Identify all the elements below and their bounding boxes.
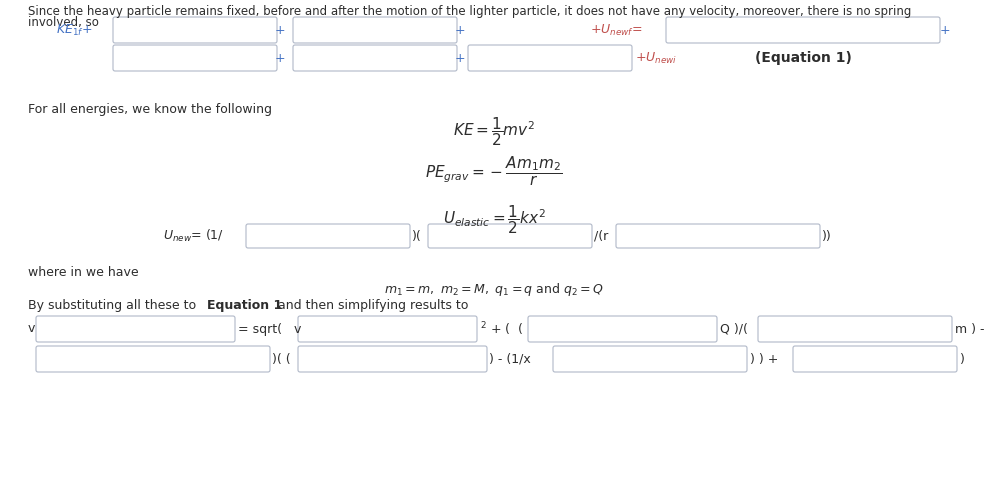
Text: m ) -: m ) -	[955, 322, 984, 336]
Text: +: +	[940, 24, 950, 37]
FancyBboxPatch shape	[293, 45, 457, 71]
Text: $m_1 = m,\ m_2 = M,\ q_1 = q\ \mathrm{and}\ q_2 = Q$: $m_1 = m,\ m_2 = M,\ q_1 = q\ \mathrm{an…	[384, 281, 604, 298]
Text: )(: )(	[412, 229, 421, 242]
FancyBboxPatch shape	[666, 17, 940, 43]
Text: and then simplifying results to: and then simplifying results to	[274, 299, 469, 312]
Text: )( (: )( (	[272, 353, 291, 366]
Text: For all energies, we know the following: For all energies, we know the following	[28, 103, 272, 116]
Text: $^2$ + (  (: $^2$ + ( (	[480, 320, 523, 338]
FancyBboxPatch shape	[758, 316, 952, 342]
Text: )): ))	[822, 229, 832, 242]
FancyBboxPatch shape	[298, 316, 477, 342]
Text: Since the heavy particle remains fixed, before and after the motion of the light: Since the heavy particle remains fixed, …	[28, 5, 912, 18]
FancyBboxPatch shape	[428, 224, 592, 248]
Text: $+U_{newi}$: $+U_{newi}$	[635, 50, 677, 65]
FancyBboxPatch shape	[293, 17, 457, 43]
Text: v: v	[28, 322, 36, 336]
FancyBboxPatch shape	[113, 17, 277, 43]
Text: By substituting all these to: By substituting all these to	[28, 299, 200, 312]
Text: $U_{new}$= (1/: $U_{new}$= (1/	[163, 228, 225, 244]
Text: ): )	[960, 353, 965, 366]
Text: $KE = \dfrac{1}{2}mv^2$: $KE = \dfrac{1}{2}mv^2$	[453, 115, 535, 148]
Text: $KE_{1f}$+: $KE_{1f}$+	[56, 23, 92, 38]
Text: = sqrt(   v: = sqrt( v	[238, 322, 302, 336]
FancyBboxPatch shape	[113, 45, 277, 71]
Text: involved, so: involved, so	[28, 16, 99, 29]
FancyBboxPatch shape	[468, 45, 632, 71]
FancyBboxPatch shape	[246, 224, 410, 248]
Text: Equation 1: Equation 1	[207, 299, 282, 312]
Text: where in we have: where in we have	[28, 266, 138, 279]
Text: ) ) +: ) ) +	[750, 353, 778, 366]
Text: (Equation 1): (Equation 1)	[755, 51, 852, 65]
Text: $+U_{newf}$=: $+U_{newf}$=	[590, 23, 643, 38]
FancyBboxPatch shape	[36, 316, 235, 342]
Text: ) - (1/x: ) - (1/x	[489, 353, 531, 366]
FancyBboxPatch shape	[616, 224, 820, 248]
Text: $PE_{grav} = -\dfrac{Am_1m_2}{r}$: $PE_{grav} = -\dfrac{Am_1m_2}{r}$	[425, 155, 563, 189]
FancyBboxPatch shape	[793, 346, 957, 372]
Text: +: +	[455, 51, 465, 64]
Text: /(r: /(r	[594, 229, 608, 242]
Text: +: +	[275, 51, 285, 64]
FancyBboxPatch shape	[36, 346, 270, 372]
FancyBboxPatch shape	[553, 346, 747, 372]
Text: $U_{elastic} = \dfrac{1}{2}kx^2$: $U_{elastic} = \dfrac{1}{2}kx^2$	[442, 203, 545, 236]
Text: +: +	[455, 24, 465, 37]
Text: Q )/(: Q )/(	[720, 322, 748, 336]
FancyBboxPatch shape	[528, 316, 717, 342]
Text: +: +	[275, 24, 285, 37]
FancyBboxPatch shape	[298, 346, 487, 372]
